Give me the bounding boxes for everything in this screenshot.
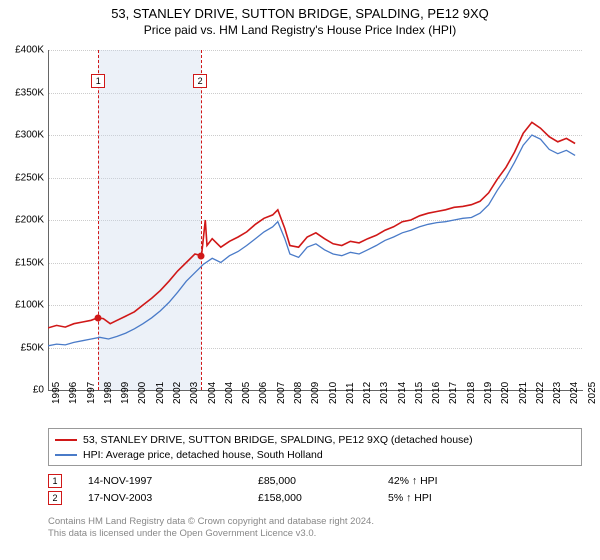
x-tick-label: 2013	[379, 382, 390, 404]
credit-text: Contains HM Land Registry data © Crown c…	[48, 516, 568, 541]
x-tick-label: 2005	[241, 382, 252, 404]
sale-marker-box: 1	[91, 74, 105, 88]
sales-cell: 17-NOV-2003	[88, 492, 258, 504]
y-tick-label: £200K	[0, 215, 44, 226]
x-tick-label: 1998	[103, 382, 114, 404]
x-tick-label: 2021	[518, 382, 529, 404]
legend-row: HPI: Average price, detached house, Sout…	[55, 447, 575, 462]
legend-label: HPI: Average price, detached house, Sout…	[83, 449, 323, 461]
x-tick-label: 2007	[276, 382, 287, 404]
legend-swatch	[55, 439, 77, 441]
y-tick-label: £150K	[0, 257, 44, 268]
legend-label: 53, STANLEY DRIVE, SUTTON BRIDGE, SPALDI…	[83, 434, 473, 446]
sales-cell: 2	[48, 491, 88, 505]
x-tick-label: 2012	[362, 382, 373, 404]
x-tick-label: 2004	[207, 382, 218, 404]
x-tick-label: 2009	[310, 382, 321, 404]
sales-cell: 42% ↑ HPI	[388, 475, 548, 487]
y-tick-label: £250K	[0, 172, 44, 183]
x-tick-label: 2004	[224, 382, 235, 404]
x-tick-label: 2008	[293, 382, 304, 404]
x-tick-label: 1997	[86, 382, 97, 404]
x-tick-label: 1995	[51, 382, 62, 404]
x-tick-label: 1996	[68, 382, 79, 404]
y-tick-label: £350K	[0, 87, 44, 98]
x-tick-label: 2024	[569, 382, 580, 404]
legend-swatch	[55, 454, 77, 456]
x-tick-label: 1999	[120, 382, 131, 404]
x-tick-label: 2016	[431, 382, 442, 404]
x-tick-label: 2006	[258, 382, 269, 404]
legend-row: 53, STANLEY DRIVE, SUTTON BRIDGE, SPALDI…	[55, 432, 575, 447]
credit-line-1: Contains HM Land Registry data © Crown c…	[48, 516, 568, 528]
page-subtitle: Price paid vs. HM Land Registry's House …	[0, 21, 600, 41]
sale-marker-box: 2	[193, 74, 207, 88]
sales-row: 1 14-NOV-1997£85,00042% ↑ HPI	[48, 472, 568, 489]
sales-table: 1 14-NOV-1997£85,00042% ↑ HPI 2 17-NOV-2003…	[48, 472, 568, 506]
legend: 53, STANLEY DRIVE, SUTTON BRIDGE, SPALDI…	[48, 428, 582, 466]
line-chart	[48, 50, 582, 390]
x-tick-label: 2015	[414, 382, 425, 404]
x-tick-label: 2020	[500, 382, 511, 404]
sale-point	[94, 314, 101, 321]
x-tick-label: 2019	[483, 382, 494, 404]
sale-marker-box: 1	[48, 474, 62, 488]
x-tick-label: 2023	[552, 382, 563, 404]
page-title: 53, STANLEY DRIVE, SUTTON BRIDGE, SPALDI…	[0, 0, 600, 21]
sale-point	[198, 252, 205, 259]
credit-line-2: This data is licensed under the Open Gov…	[48, 528, 568, 540]
x-tick-label: 2025	[587, 382, 598, 404]
x-tick-label: 2000	[137, 382, 148, 404]
y-tick-label: £0	[0, 385, 44, 396]
y-tick-label: £100K	[0, 300, 44, 311]
x-tick-label: 2017	[448, 382, 459, 404]
sales-cell: 1	[48, 474, 88, 488]
sales-cell: 5% ↑ HPI	[388, 492, 548, 504]
series-line	[48, 135, 575, 346]
y-tick-label: £300K	[0, 130, 44, 141]
sales-cell: £158,000	[258, 492, 388, 504]
x-tick-label: 2001	[155, 382, 166, 404]
series-line	[48, 122, 575, 328]
x-tick-label: 2022	[535, 382, 546, 404]
y-tick-label: £400K	[0, 45, 44, 56]
x-tick-label: 2011	[345, 382, 356, 404]
x-tick-label: 2002	[172, 382, 183, 404]
x-tick-label: 2018	[466, 382, 477, 404]
sales-cell: 14-NOV-1997	[88, 475, 258, 487]
sale-marker-box: 2	[48, 491, 62, 505]
sales-row: 2 17-NOV-2003£158,0005% ↑ HPI	[48, 489, 568, 506]
sales-cell: £85,000	[258, 475, 388, 487]
x-tick-label: 2014	[397, 382, 408, 404]
x-tick-label: 2010	[328, 382, 339, 404]
x-tick-label: 2003	[189, 382, 200, 404]
y-tick-label: £50K	[0, 342, 44, 353]
